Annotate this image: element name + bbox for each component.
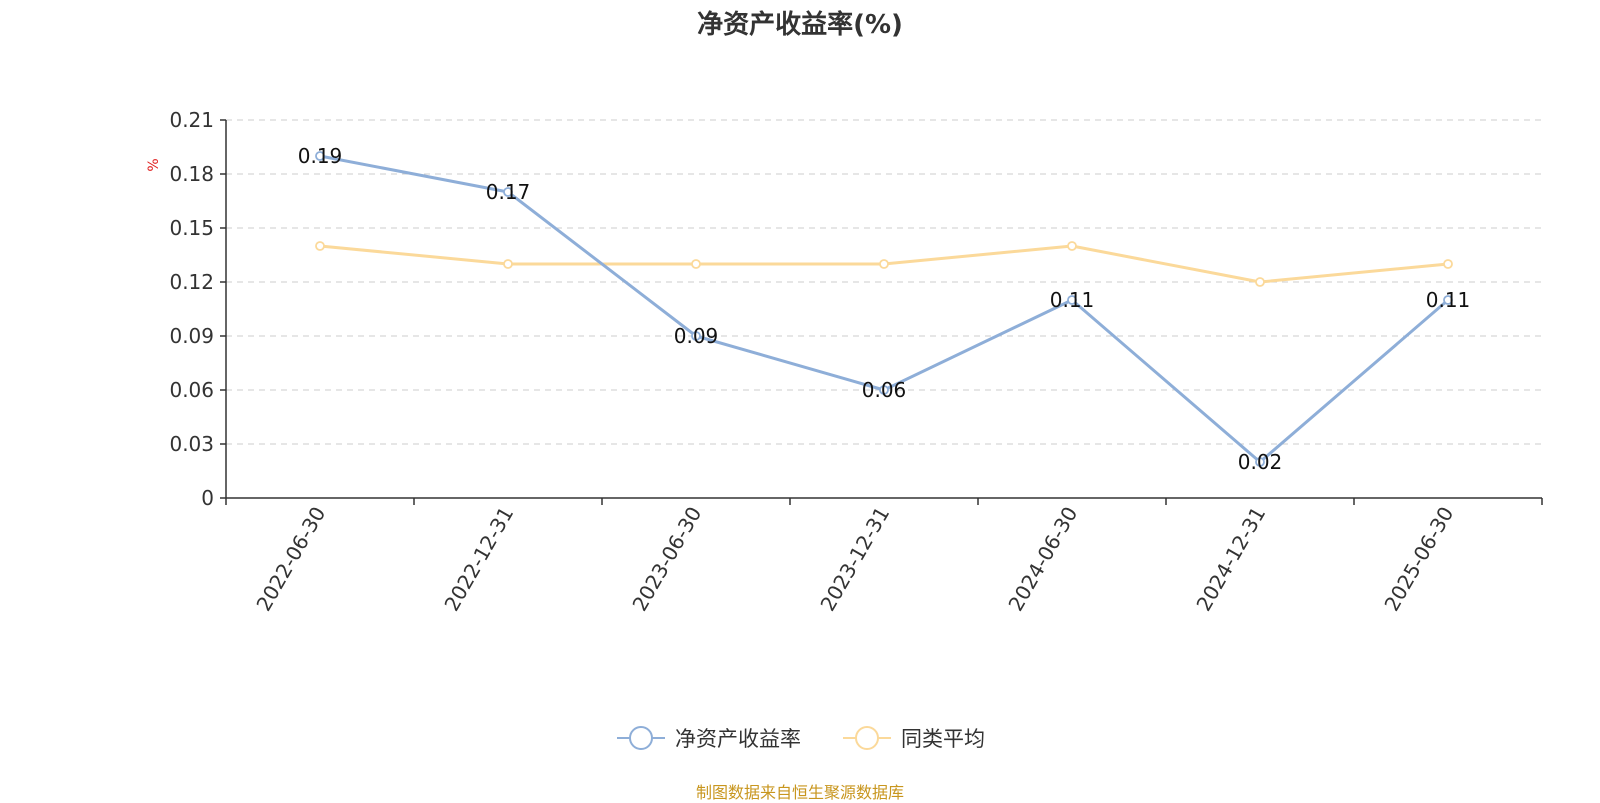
- data-point: [503, 187, 513, 197]
- axis-layer: 0 0.03 0.06 0.09 0.12 0.15 0.18 0.21% 2022-06-30…: [146, 108, 1543, 616]
- y-tick-label: 0.21: [169, 108, 214, 132]
- legend[interactable]: 净资产收益率 同类平均: [617, 726, 985, 751]
- data-point: [503, 259, 513, 269]
- source-note: 制图数据来自恒生聚源数据库: [695, 783, 904, 802]
- data-label: 0.02: [1238, 450, 1283, 474]
- data-label: 0.11: [1426, 288, 1471, 312]
- x-tick-label: 2024-12-31: [1191, 503, 1270, 616]
- chart-title: 净资产收益率(%): [697, 10, 903, 40]
- data-point: [1255, 277, 1265, 287]
- data-label: 0.09: [674, 324, 719, 348]
- legend-label: 同类平均: [901, 727, 985, 751]
- data-point: [315, 151, 325, 161]
- y-tick-label: 0.03: [169, 432, 214, 456]
- data-label: 0.11: [1050, 288, 1095, 312]
- data-point: [1067, 241, 1077, 251]
- data-point: [1443, 295, 1453, 305]
- series-layer: [315, 151, 1453, 467]
- y-tick-label: 0: [201, 486, 214, 510]
- y-tick-label: 0.15: [169, 216, 214, 240]
- x-tick-label: 2025-06-30: [1379, 503, 1458, 616]
- x-tick-label: 2022-06-30: [251, 503, 330, 616]
- legend-marker-icon: [855, 726, 879, 750]
- data-point: [691, 331, 701, 341]
- x-tick-label: 2023-06-30: [627, 503, 706, 616]
- data-point: [1255, 457, 1265, 467]
- data-point: [315, 241, 325, 251]
- x-tick-label: 2023-12-31: [815, 503, 894, 616]
- data-point: [1067, 295, 1077, 305]
- data-label: 0.19: [298, 144, 343, 168]
- legend-item[interactable]: 同类平均: [843, 726, 985, 751]
- data-label: 0.17: [486, 180, 531, 204]
- data-point: [879, 385, 889, 395]
- data-point: [879, 259, 889, 269]
- label-layer: 0.19 0.17 0.09 0.06 0.11 0.02 0.11: [298, 144, 1471, 474]
- x-tick-label: 2022-12-31: [439, 503, 518, 616]
- data-point: [691, 259, 701, 269]
- legend-label: 净资产收益率: [675, 727, 801, 751]
- y-tick-label: 0.09: [169, 324, 214, 348]
- legend-item[interactable]: 净资产收益率: [617, 726, 801, 751]
- data-point: [1443, 259, 1453, 269]
- y-tick-label: 0.06: [169, 378, 214, 402]
- data-label: 0.06: [862, 378, 907, 402]
- y-tick-label: 0.12: [169, 270, 214, 294]
- y-axis-unit: %: [146, 158, 162, 171]
- y-tick-label: 0.18: [169, 162, 214, 186]
- legend-marker-icon: [629, 726, 653, 750]
- x-tick-label: 2024-06-30: [1003, 503, 1082, 616]
